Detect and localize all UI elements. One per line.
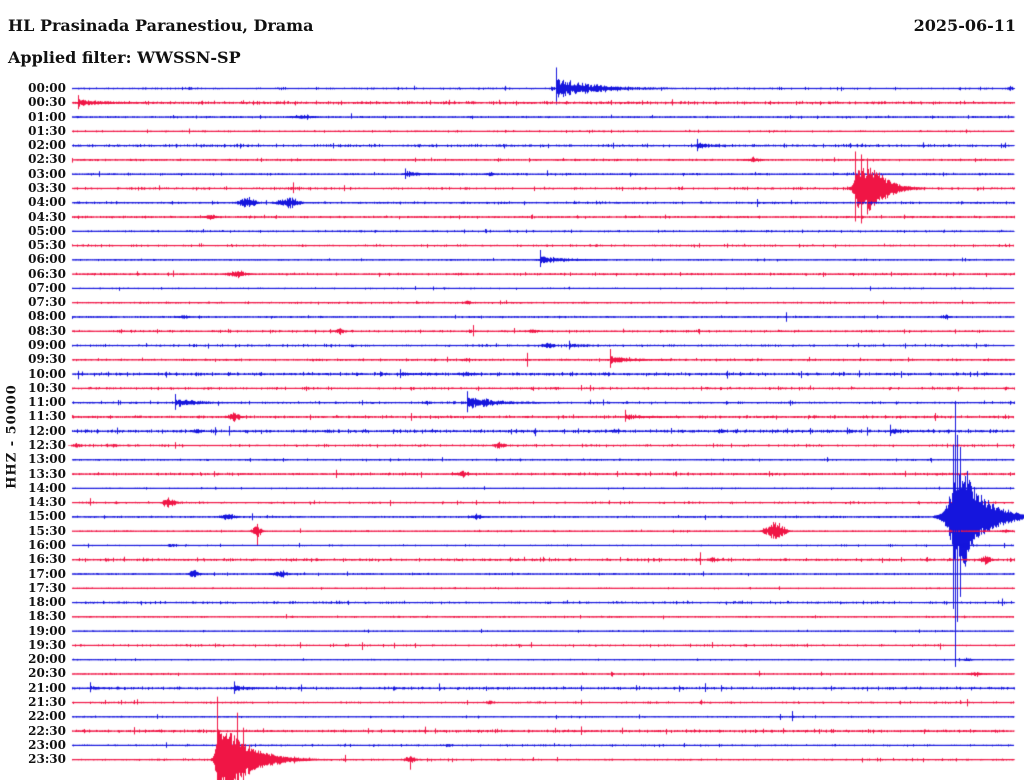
time-label: 20:30 <box>28 666 66 681</box>
time-label: 16:30 <box>28 552 66 567</box>
time-label: 01:00 <box>28 109 66 124</box>
time-label: 13:30 <box>28 466 66 481</box>
time-label: 16:00 <box>28 537 66 552</box>
time-label: 19:30 <box>28 637 66 652</box>
time-label: 06:30 <box>28 266 66 281</box>
time-label: 05:30 <box>28 238 66 253</box>
time-label: 12:30 <box>28 438 66 452</box>
time-label: 15:30 <box>28 523 66 538</box>
time-label: 21:30 <box>28 695 66 710</box>
time-label: 02:30 <box>28 152 66 167</box>
time-label: 04:30 <box>28 209 66 224</box>
time-label: 19:00 <box>28 623 66 638</box>
time-label: 11:00 <box>28 395 66 410</box>
time-label: 17:00 <box>28 566 66 581</box>
time-label: 08:30 <box>28 323 66 338</box>
time-label: 23:00 <box>28 737 66 752</box>
time-label: 01:30 <box>28 123 66 138</box>
time-label: 14:00 <box>28 480 66 495</box>
time-label: 10:00 <box>28 366 66 381</box>
time-label: 06:00 <box>28 252 66 267</box>
time-label: 14:30 <box>28 495 66 510</box>
time-label: 00:00 <box>28 81 66 95</box>
time-label: 22:00 <box>28 709 66 724</box>
time-label: 20:00 <box>28 652 66 667</box>
time-label: 07:00 <box>28 280 66 295</box>
time-label: 17:30 <box>28 580 66 595</box>
time-label: 15:00 <box>28 509 66 524</box>
time-label: 07:30 <box>28 295 66 310</box>
time-label: 03:00 <box>28 166 66 181</box>
time-label: 00:30 <box>28 95 66 110</box>
time-label: 13:00 <box>28 452 66 467</box>
time-label: 18:30 <box>28 609 66 624</box>
time-label: 08:00 <box>28 309 66 324</box>
time-label: 21:00 <box>28 680 66 695</box>
time-label: 05:00 <box>28 223 66 238</box>
time-label: 18:00 <box>28 595 66 610</box>
time-label: 02:00 <box>28 138 66 153</box>
time-label: 12:00 <box>28 423 66 438</box>
time-label: 22:30 <box>28 723 66 738</box>
time-label: 23:30 <box>28 752 66 767</box>
time-label: 09:30 <box>28 352 66 367</box>
time-label: 11:30 <box>28 409 66 424</box>
time-label: 04:00 <box>28 195 66 210</box>
time-label: 10:30 <box>28 380 66 395</box>
time-label: 09:00 <box>28 338 66 353</box>
time-label: 03:30 <box>28 180 66 195</box>
time-axis: 00:00 00:30 01:00 01:30 02:00 02:30 03:00 03:30… <box>0 0 68 780</box>
